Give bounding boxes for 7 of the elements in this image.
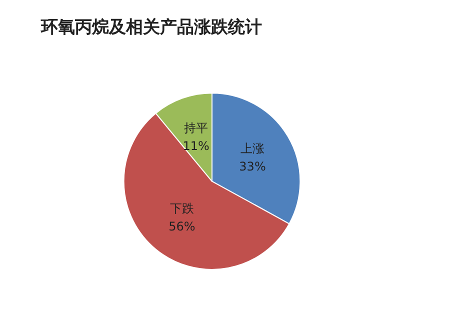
data-label: 33% [239, 159, 266, 174]
slice-label: 上涨 [240, 141, 265, 156]
slice-label: 持平 [184, 120, 208, 135]
chart-title: 环氧丙烷及相关产品涨跌统计 [40, 18, 262, 38]
data-label: 11% [182, 138, 210, 153]
data-label: 56% [168, 220, 196, 234]
slice-label: 下跌 [170, 202, 194, 216]
